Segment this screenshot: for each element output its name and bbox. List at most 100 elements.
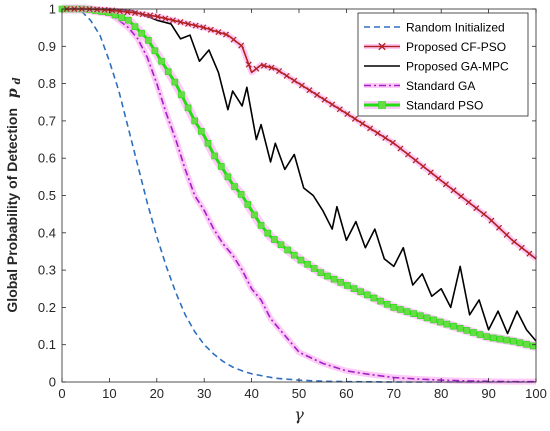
x-marker <box>192 22 199 29</box>
legend-entry: Proposed GA-MPC <box>364 60 509 74</box>
square-marker <box>503 336 510 344</box>
x-marker <box>412 157 419 164</box>
x-tick-label: 70 <box>387 386 401 401</box>
square-marker <box>277 241 285 249</box>
square-marker <box>337 279 345 286</box>
legend-entry: Random Initialized <box>364 21 505 35</box>
x-marker <box>404 151 412 158</box>
x-marker <box>313 91 321 98</box>
svg-text:Global Probability of Detectio: Global Probability of Detection p d <box>4 77 23 312</box>
square-marker <box>271 236 278 243</box>
legend-label: Proposed GA-MPC <box>406 60 509 74</box>
series-line <box>66 8 537 342</box>
square-marker <box>509 337 517 345</box>
y-axis-label-text: Global Probability of Detection <box>4 108 20 313</box>
square-marker <box>529 342 537 350</box>
square-marker <box>456 324 464 332</box>
x-marker <box>162 15 169 22</box>
legend-box <box>357 12 529 117</box>
y-tick-label: 0.9 <box>38 39 56 54</box>
square-marker <box>377 297 384 305</box>
y-tick-label: 0.5 <box>38 188 56 203</box>
x-marker <box>253 65 260 72</box>
square-marker <box>324 272 331 280</box>
legend-label: Standard GA <box>406 79 475 93</box>
x-marker <box>116 8 123 15</box>
x-marker <box>321 96 328 103</box>
x-marker <box>329 101 336 108</box>
x-marker <box>177 19 184 26</box>
x-marker <box>238 42 245 49</box>
y-tick-label: 0.3 <box>38 263 56 278</box>
series-proposed-ga-mpc <box>66 8 537 342</box>
y-tick-label: 0 <box>49 375 56 390</box>
legend-label: Standard PSO <box>406 99 483 113</box>
square-marker <box>204 139 212 147</box>
x-marker <box>131 10 139 17</box>
x-tick-label: 0 <box>58 386 65 401</box>
x-marker <box>124 9 131 16</box>
square-marker <box>125 16 132 24</box>
x-marker <box>465 199 472 206</box>
y-axis-label-subscript: d <box>12 77 23 84</box>
square-marker <box>417 312 424 320</box>
x-marker <box>382 134 389 141</box>
square-marker <box>304 260 311 268</box>
x-marker <box>526 250 533 257</box>
x-marker <box>94 6 101 13</box>
square-marker <box>463 327 471 334</box>
square-marker <box>297 256 305 264</box>
series-line <box>66 8 537 260</box>
x-marker <box>503 231 510 238</box>
square-marker <box>350 285 358 292</box>
y-tick-label: 0.6 <box>38 151 56 166</box>
x-marker <box>101 6 108 13</box>
square-marker <box>390 304 398 311</box>
x-marker <box>169 17 176 24</box>
square-marker <box>397 306 404 313</box>
x-marker <box>207 26 214 33</box>
series-line <box>62 8 536 383</box>
square-marker <box>131 23 139 31</box>
square-marker <box>450 322 457 330</box>
legend-entry: Standard PSO <box>364 99 483 113</box>
square-marker <box>158 57 165 65</box>
legend: Random Initialized Proposed CF-PSO Propose… <box>357 12 529 117</box>
x-marker <box>283 72 290 79</box>
x-tick-label: 80 <box>434 386 448 401</box>
x-marker <box>215 29 222 36</box>
square-marker <box>138 29 145 37</box>
legend-label: Random Initialized <box>406 21 505 35</box>
x-marker <box>351 115 358 122</box>
square-marker <box>237 191 245 198</box>
square-marker <box>224 173 232 181</box>
square-marker <box>523 341 530 348</box>
square-marker <box>231 183 238 190</box>
y-tick-label: 0.8 <box>38 76 56 91</box>
x-marker <box>200 24 207 31</box>
x-marker <box>442 181 449 188</box>
y-tick-label: 0.2 <box>38 300 56 315</box>
x-marker <box>154 13 161 20</box>
square-marker <box>257 222 265 229</box>
x-marker <box>185 20 192 27</box>
x-marker <box>230 36 237 43</box>
square-marker <box>470 329 477 336</box>
square-marker <box>516 339 524 347</box>
square-marker <box>244 201 252 208</box>
y-tick-label: 0.7 <box>38 113 56 128</box>
square-marker <box>436 318 444 326</box>
legend-marker <box>378 101 386 109</box>
x-marker <box>298 82 305 89</box>
y-axis-label-symbol: p <box>5 88 21 98</box>
square-marker <box>251 211 258 219</box>
axis-layer: 0 10 20 30 40 50 60 70 80 90 100 0 0.1 0.2 0.3 0.4 0.5 0.… <box>38 2 547 402</box>
square-marker <box>363 291 371 299</box>
square-marker <box>191 117 199 125</box>
x-marker <box>518 244 525 251</box>
legend-marker <box>378 42 386 51</box>
x-marker <box>336 106 343 113</box>
x-axis-label: γ <box>294 405 304 424</box>
square-marker <box>496 335 504 343</box>
